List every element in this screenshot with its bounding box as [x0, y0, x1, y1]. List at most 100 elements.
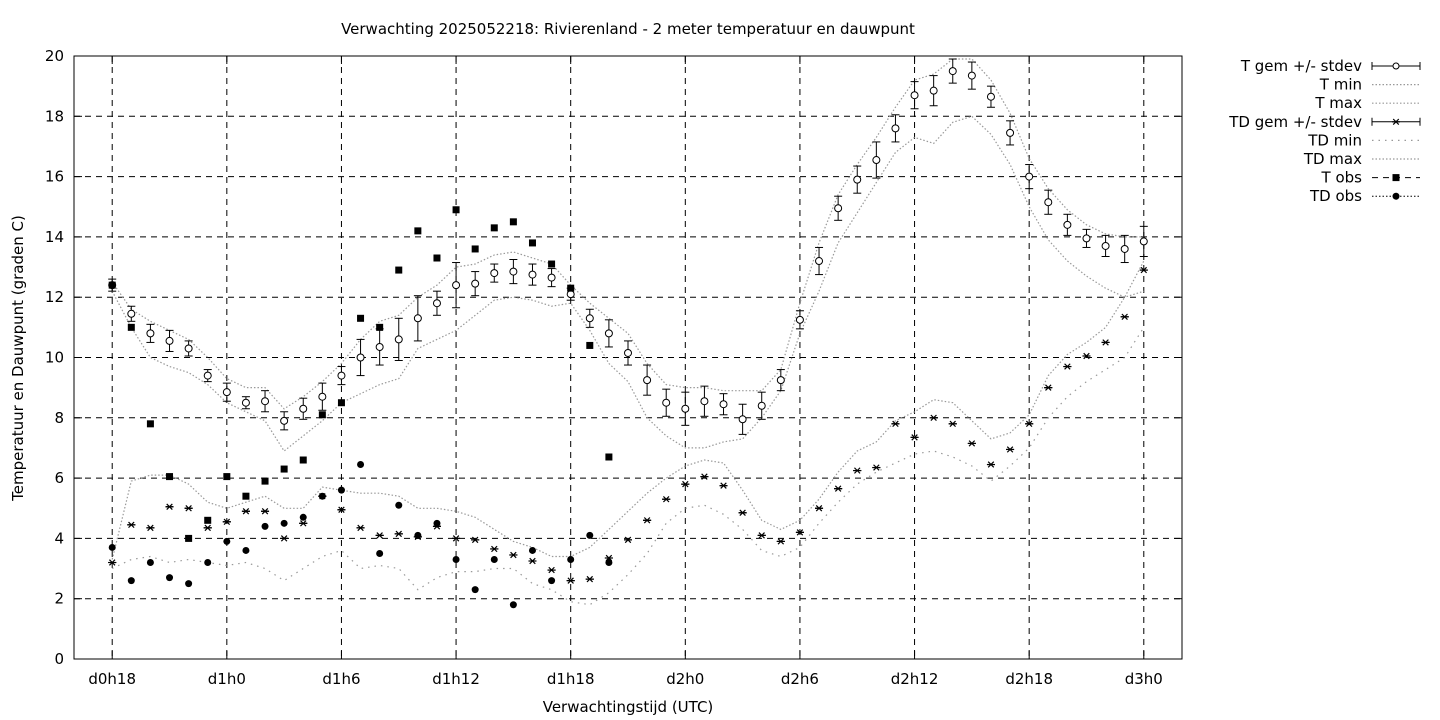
t-mean-point [375, 328, 384, 366]
t-obs-point [490, 224, 498, 232]
t-mean-point [203, 369, 212, 383]
t-mean-point [624, 340, 632, 366]
legend-item: TD obs [1309, 187, 1420, 205]
td-mean-point [795, 529, 804, 536]
td-obs-point [318, 492, 326, 500]
td-obs-point [605, 559, 613, 567]
y-tick-label: 6 [54, 469, 64, 487]
td-obs-point [280, 519, 288, 527]
x-tick-label: d1h18 [547, 670, 595, 688]
td-mean-point [337, 506, 346, 513]
td-obs-point [299, 513, 307, 521]
td-mean-point [585, 575, 594, 583]
td-mean-point [222, 518, 231, 526]
t-mean-point [1139, 225, 1148, 257]
td-mean-point [1044, 384, 1053, 391]
td-mean-point [929, 414, 938, 422]
td-mean-point [776, 538, 785, 545]
td-obs-point [166, 574, 174, 582]
td-obs-point [127, 577, 135, 585]
td-mean-point [872, 464, 881, 471]
td-mean-point [1063, 363, 1072, 370]
td-obs-point [146, 559, 154, 567]
t-mean-point [146, 323, 155, 343]
td-mean-point [815, 505, 824, 512]
td-obs-point [357, 461, 365, 469]
td-mean-point [1082, 352, 1091, 360]
td-mean-point [700, 473, 709, 480]
td-mean-point [948, 420, 957, 428]
t-mean-point [261, 390, 270, 413]
td-mean-point [1025, 420, 1034, 428]
t-obs-point [509, 218, 517, 226]
t-mean-point [280, 411, 289, 431]
t-obs-point [261, 477, 269, 485]
legend-label: TD max [1303, 150, 1362, 168]
td-mean-point [471, 536, 480, 544]
x-tick-label: d1h6 [322, 670, 360, 688]
legend-label: T obs [1321, 169, 1363, 187]
t-mean-point [604, 319, 613, 348]
t-obs-point [528, 239, 536, 247]
t-mean-point [394, 317, 403, 362]
x-tick-label: d2h18 [1005, 670, 1053, 688]
t-mean-point [413, 295, 422, 342]
t-obs-point [127, 323, 135, 331]
t-mean-point [337, 366, 346, 386]
t-mean-point [452, 262, 461, 309]
td-mean-point [853, 467, 862, 474]
x-axis-label: Verwachtingstijd (UTC) [543, 698, 714, 716]
legend-label: TD gem +/- stdev [1228, 113, 1362, 131]
legend-label: TD min [1307, 131, 1362, 149]
t-obs-point [223, 473, 231, 481]
td-mean-point [1120, 313, 1129, 321]
y-tick-label: 2 [54, 590, 64, 608]
td-obs-point [433, 519, 441, 527]
td-obs-point [452, 556, 460, 564]
td-mean-point [1006, 446, 1015, 453]
x-tick-label: d2h6 [781, 670, 819, 688]
y-axis-label: Temperatuur en Dauwpunt (graden C) [9, 215, 27, 502]
t-obs-point [242, 492, 250, 500]
t-mean-point [1006, 120, 1015, 146]
t-mean-point [891, 114, 900, 143]
y-tick-label: 16 [45, 168, 64, 186]
y-tick-label: 4 [54, 529, 64, 547]
x-tick-label: d2h12 [891, 670, 939, 688]
x-tick-label: d0h18 [88, 670, 136, 688]
td-obs-point [471, 586, 479, 594]
t-mean-point [299, 397, 308, 420]
data-marks [108, 58, 1148, 609]
td-mean-point [394, 530, 403, 538]
td-mean-point [108, 559, 117, 566]
t-mean-point [509, 259, 518, 285]
legend-label: T gem +/- stdev [1240, 57, 1362, 75]
envelope-lines [111, 58, 1145, 606]
td-min-line [111, 327, 1145, 606]
legend-item: T obs [1321, 169, 1420, 187]
legend-item: TD gem +/- stdev [1228, 113, 1421, 131]
td-mean-point [356, 524, 365, 532]
td-obs-point [567, 556, 575, 564]
td-mean-point [757, 532, 766, 539]
t-obs-point [204, 516, 212, 524]
t-obs-point [452, 206, 460, 214]
t-obs-point [471, 245, 479, 253]
y-tick-label: 14 [45, 228, 64, 246]
td-mean-point [241, 508, 250, 515]
td-mean-point [547, 566, 556, 574]
x-tick-label: d2h0 [666, 670, 704, 688]
td-obs-point [528, 546, 536, 554]
t-mean-point [165, 329, 174, 352]
t-mean-point [547, 268, 556, 288]
t-obs-point [395, 266, 403, 274]
td-obs-point [242, 546, 250, 554]
t-obs-point [414, 227, 422, 235]
x-tick-label: d1h12 [432, 670, 480, 688]
t-mean-point [643, 364, 652, 396]
td-obs-point [376, 549, 384, 557]
t-mean-point [681, 391, 690, 426]
td-mean-point [624, 536, 632, 544]
